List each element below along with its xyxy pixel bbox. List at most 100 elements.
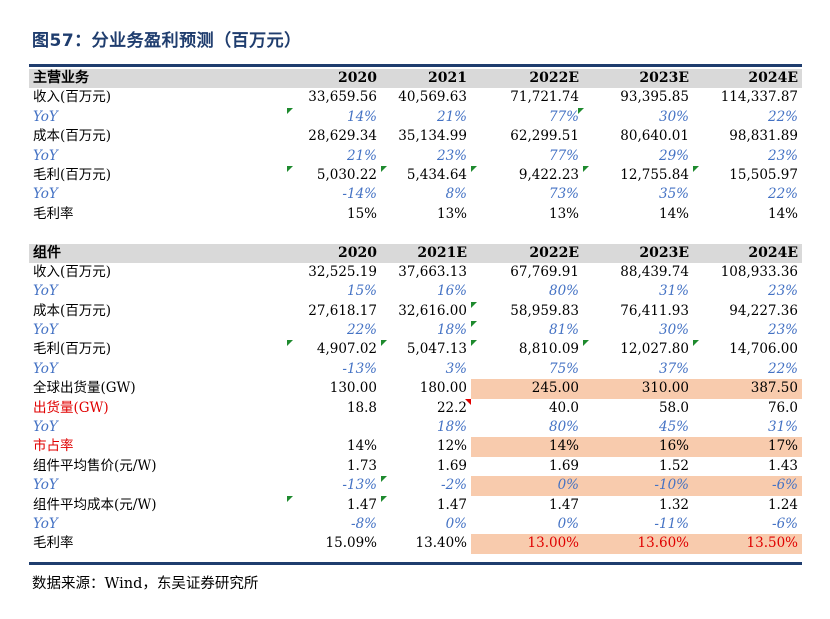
cell: 1.52 (658, 457, 689, 474)
cell-highlighted: 14% (471, 437, 583, 457)
cell: 180.00 (419, 380, 467, 397)
table-row-yoy: YoY -13% 3% 75% 37% 22% (29, 360, 802, 379)
cell: 23% (767, 147, 798, 164)
cell: 32,616.00 (398, 302, 467, 319)
table-row: 成本(百万元) 28,629.34 35,134.99 62,299.51 80… (29, 127, 802, 146)
row-label: YoY (33, 108, 58, 125)
cell: 114,337.87 (720, 89, 798, 106)
cell: 1.47 (548, 496, 579, 513)
table-row: 收入(百万元) 32,525.19 37,663.13 67,769.91 88… (29, 263, 802, 282)
bottom-rule (29, 562, 802, 565)
cell: -13% (342, 360, 377, 377)
cell: 1.73 (346, 457, 377, 474)
cell: 80,640.01 (620, 128, 689, 145)
cell: 40,569.63 (398, 89, 467, 106)
row-label: YoY (33, 419, 58, 436)
cell: 12,755.84 (620, 166, 689, 183)
cell-highlighted: 13.50% (693, 534, 802, 554)
spacer (29, 224, 802, 243)
row-label: 组件平均售价(元/W) (33, 457, 157, 474)
year-header: 2022E (529, 244, 579, 261)
cell: 15% (346, 283, 377, 300)
table-row-yoy: YoY -13% -2% 0% -10% -6% (29, 476, 802, 496)
comment-marker-icon (471, 165, 477, 172)
table-row: 组件平均成本(元/W) 1.47 1.47 1.47 1.32 1.24 (29, 495, 802, 515)
cell: 88,439.74 (620, 263, 689, 280)
row-label: 毛利率 (33, 205, 74, 222)
cell: 8,810.09 (518, 341, 579, 358)
row-label: 成本(百万元) (33, 302, 112, 319)
cell: 18.8 (346, 399, 377, 416)
cell: 35,134.99 (398, 128, 467, 145)
row-label: 收入(百万元) (33, 263, 112, 280)
cell: 130.00 (329, 380, 377, 397)
cell: -8% (351, 515, 377, 532)
cell: 22% (767, 360, 798, 377)
cell: 23% (436, 147, 467, 164)
cell: 73% (548, 186, 579, 203)
section1-title: 主营业务 (33, 70, 89, 86)
comment-marker-icon (583, 165, 589, 172)
cell: 4,907.02 (316, 341, 377, 358)
year-header: 2023E (639, 244, 689, 261)
section2-header: 组件 2020 2021E 2022E 2023E 2024E (29, 243, 802, 263)
comment-marker-icon (583, 340, 589, 347)
cell: 0% (445, 515, 467, 532)
comment-marker-icon (471, 340, 477, 347)
row-label: YoY (33, 322, 58, 339)
table-row: 组件平均售价(元/W) 1.73 1.69 1.69 1.52 1.43 (29, 457, 802, 476)
year-header: 2023E (639, 70, 689, 86)
cell: 1.43 (767, 457, 798, 474)
cell: 108,933.36 (720, 263, 798, 280)
comment-marker-icon (287, 107, 293, 114)
cell: 13% (436, 205, 467, 222)
table-row: 毛利(百万元) 4,907.02 5,047.13 8,810.09 12,02… (29, 340, 802, 359)
comment-marker-icon (578, 107, 584, 114)
comment-marker-icon (381, 340, 387, 347)
cell: 14% (767, 205, 798, 222)
row-label: YoY (33, 283, 58, 300)
cell: 67,769.91 (510, 263, 579, 280)
cell-highlighted: 245.00 (471, 379, 583, 399)
cell: 14,706.00 (729, 341, 798, 358)
row-label: 毛利率 (33, 535, 74, 552)
row-label: 成本(百万元) (33, 128, 112, 145)
cell: 33,659.56 (308, 89, 377, 106)
table-row-yoy: YoY 22% 18% 81% 30% 23% (29, 321, 802, 340)
cell: 81% (548, 322, 579, 339)
cell: 37,663.13 (398, 263, 467, 280)
cell: 76.0 (767, 399, 798, 416)
cell-highlighted: 310.00 (583, 379, 693, 399)
cell: 18% (436, 419, 467, 436)
cell: 21% (436, 108, 467, 125)
cell: 77% (548, 108, 579, 125)
row-label: 出货量(GW) (33, 399, 109, 416)
cell: 15,505.97 (729, 166, 798, 183)
cell: -6% (772, 515, 798, 532)
cell: 32,525.19 (308, 263, 377, 280)
cell: 18% (436, 322, 467, 339)
year-header: 2021 (428, 70, 467, 86)
table-row: 出货量(GW) 18.8 22.2 40.0 58.0 76.0 (29, 398, 802, 418)
cell: 16% (436, 283, 467, 300)
comment-marker-icon (287, 340, 293, 347)
table-row-yoy: YoY -14% 8% 73% 35% 22% (29, 185, 802, 204)
cell: 5,434.64 (406, 166, 467, 183)
cell: 1.32 (658, 496, 689, 513)
cell: -14% (342, 186, 377, 203)
cell-highlighted: 0% (471, 476, 583, 496)
comment-marker-icon (287, 495, 293, 502)
cell: 21% (346, 147, 377, 164)
cell: 15.09% (325, 535, 377, 552)
comment-marker-icon (471, 301, 477, 308)
cell: 13.40% (415, 535, 467, 552)
comment-marker-icon (287, 165, 293, 172)
year-header: 2020 (338, 70, 377, 86)
section2-title: 组件 (33, 244, 61, 261)
comment-marker-icon (381, 165, 387, 172)
cell: 45% (658, 419, 689, 436)
cell: 93,395.85 (620, 89, 689, 106)
table-row: 毛利率 15% 13% 13% 14% 14% (29, 205, 802, 224)
source-note: 数据来源：Wind，东吴证券研究所 (32, 576, 259, 592)
comment-marker-icon (693, 165, 699, 172)
